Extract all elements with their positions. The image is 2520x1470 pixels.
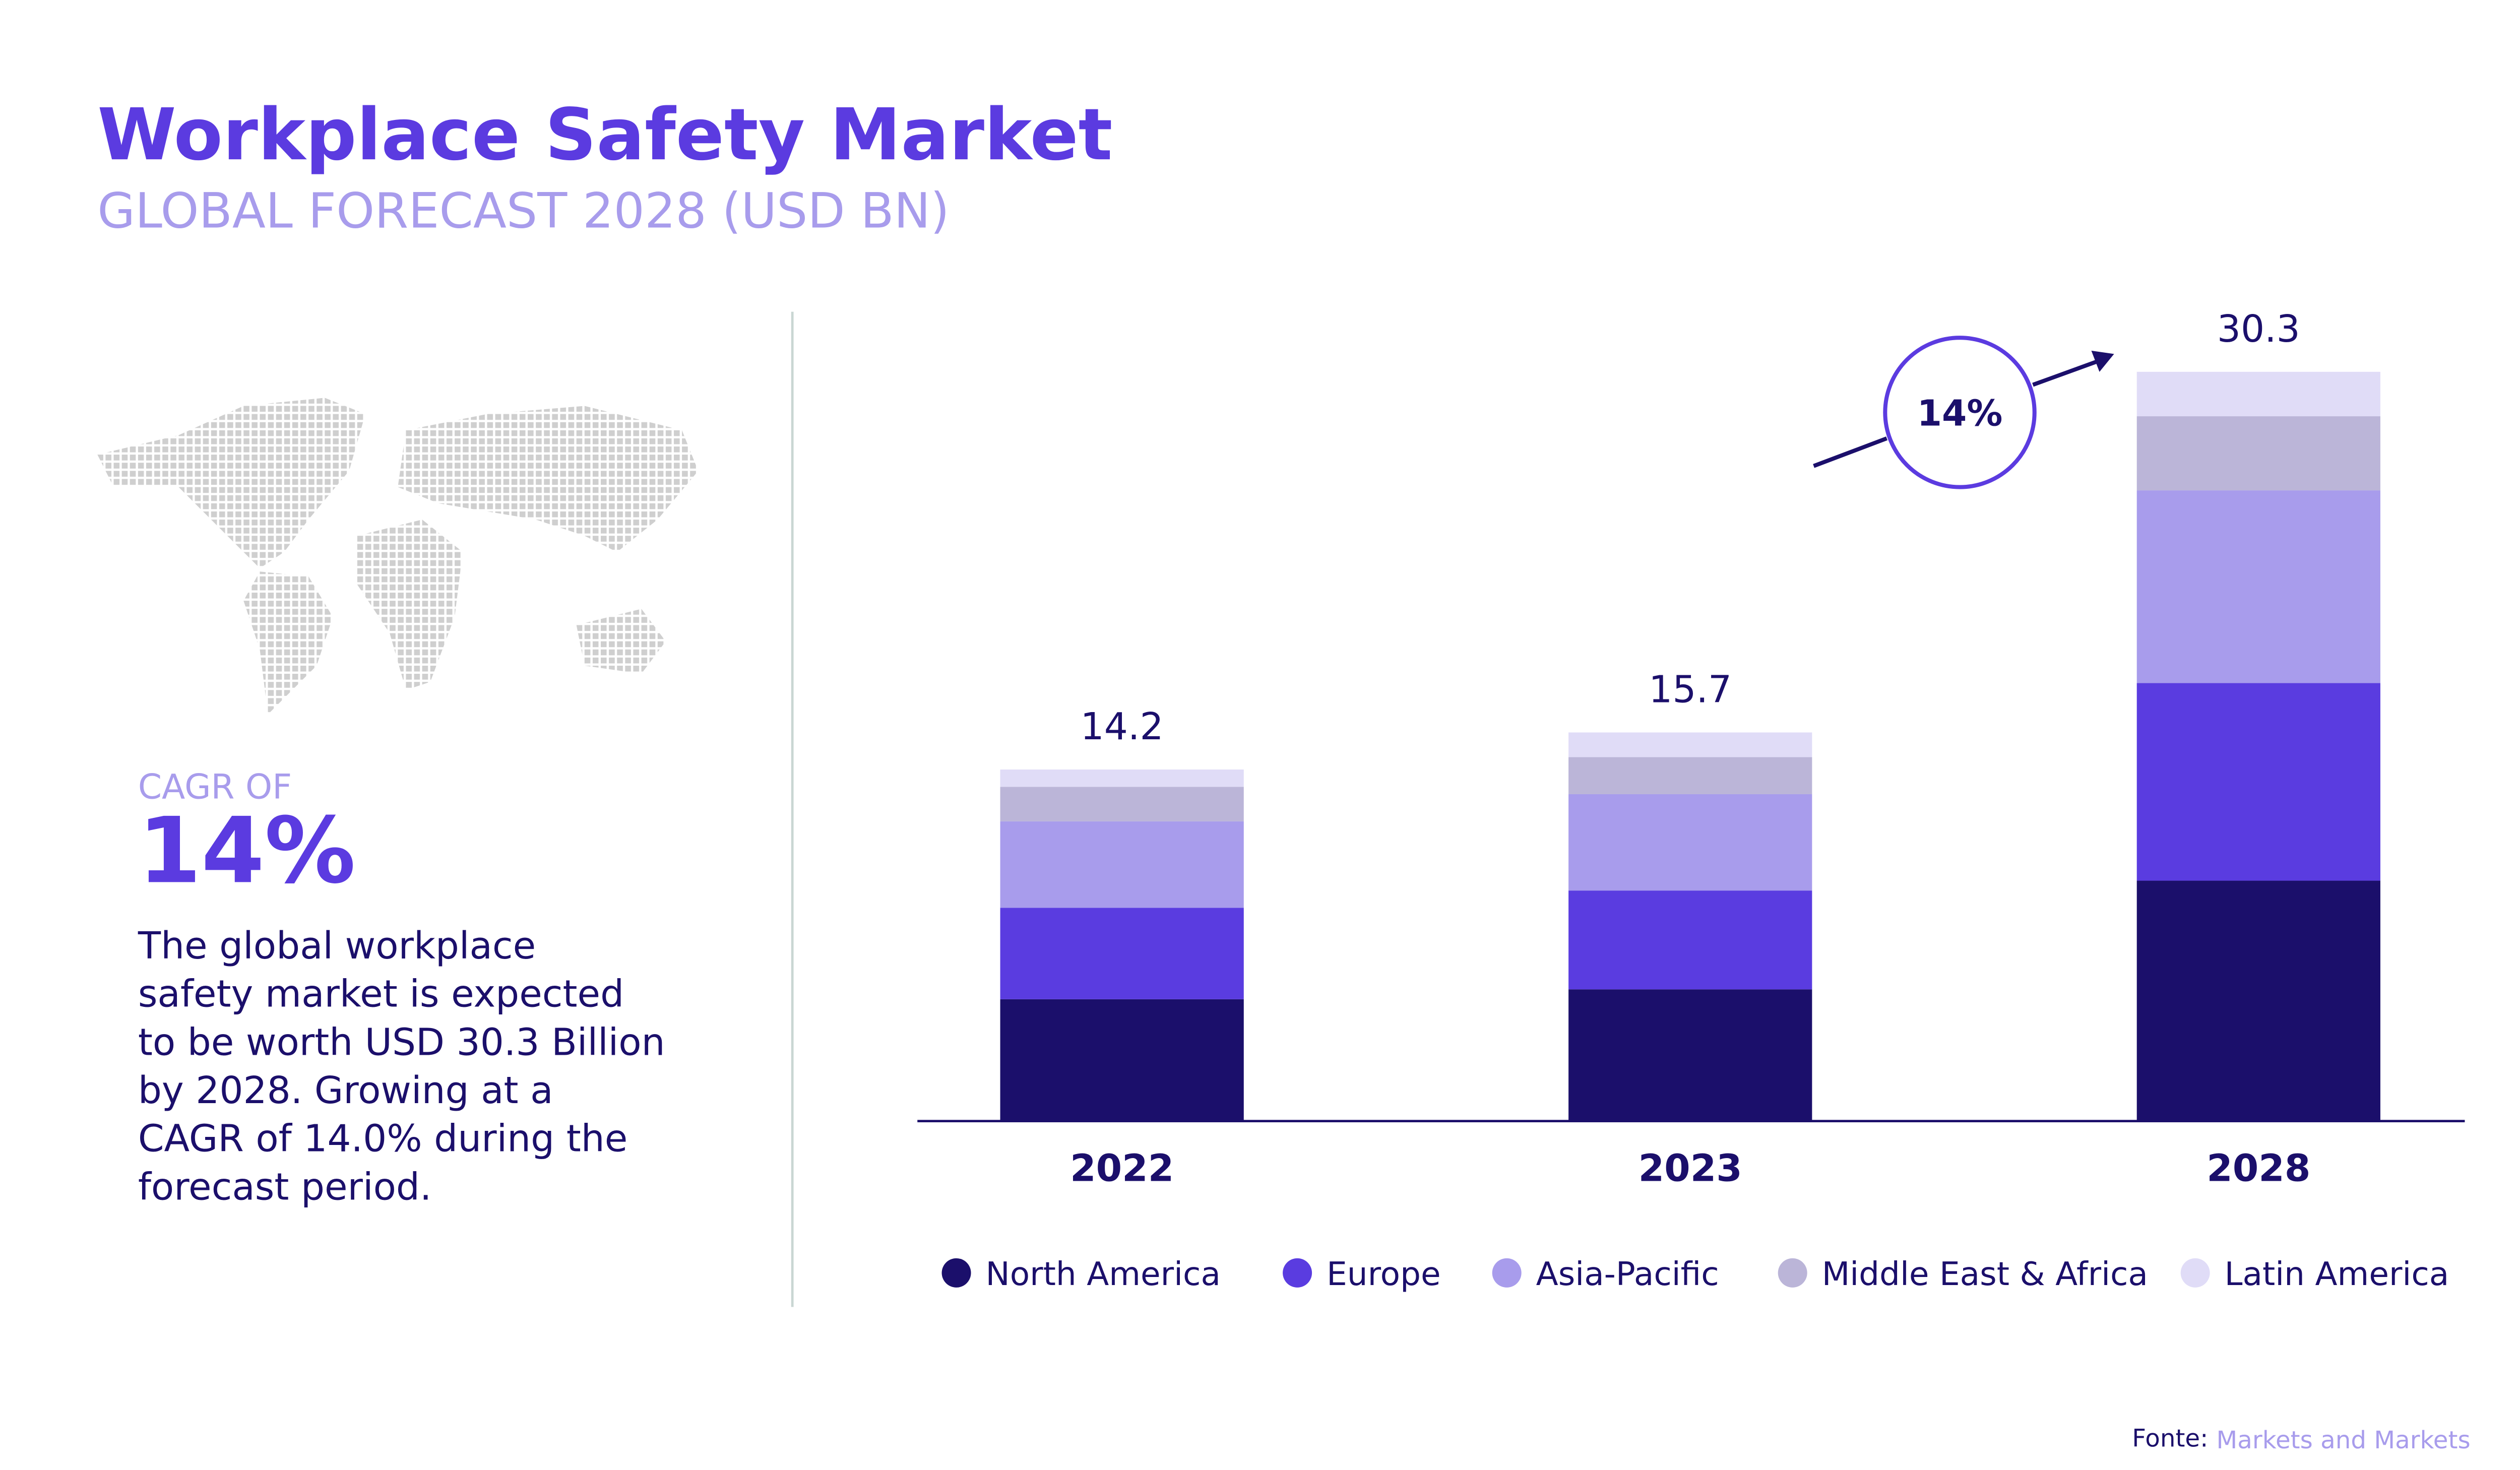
arrow-line bbox=[1813, 436, 1887, 468]
legend-label: Europe bbox=[1327, 1255, 1441, 1293]
description-line: forecast period. bbox=[138, 1165, 432, 1208]
bar-segment bbox=[1000, 787, 1244, 821]
legend-label: Middle East & Africa bbox=[1822, 1255, 2148, 1293]
arrow-head bbox=[2091, 350, 2114, 372]
total-label: 14.2 bbox=[1081, 705, 1164, 748]
x-tick-label: 2022 bbox=[1070, 1146, 1174, 1190]
bar-segment bbox=[1000, 769, 1244, 787]
cagr-value: 14% bbox=[138, 798, 356, 904]
annotation: 14% bbox=[1917, 392, 2003, 434]
bar-segment bbox=[2136, 880, 2380, 1120]
x-tick-label: 2023 bbox=[1639, 1146, 1742, 1190]
bar-segment bbox=[1568, 890, 1812, 990]
bar-segment bbox=[1000, 908, 1244, 999]
description: The global workplace safety market is exp… bbox=[138, 924, 665, 1208]
bar-segment bbox=[2136, 416, 2380, 491]
legend: North America Europe Asia-Pacific Middle Ea… bbox=[941, 1255, 2449, 1293]
bar-segment bbox=[1568, 794, 1812, 891]
cagr-label: CAGR OF bbox=[138, 766, 292, 806]
bar-segment bbox=[2136, 490, 2380, 683]
subtitle: GLOBAL FORECAST 2028 (USD BN) bbox=[97, 182, 949, 239]
description-line: by 2028. Growing at a bbox=[138, 1069, 553, 1112]
annotation-circle bbox=[1883, 336, 2037, 489]
description-line: The global workplace bbox=[138, 924, 536, 968]
bar-segment bbox=[1000, 999, 1244, 1120]
bar-segment bbox=[1000, 821, 1244, 908]
bar-segment bbox=[1568, 989, 1812, 1120]
description-line: CAGR of 14.0% during the bbox=[138, 1117, 627, 1161]
title: Workplace Safety Market bbox=[97, 93, 1112, 176]
description-line: safety market is expected bbox=[138, 973, 624, 1016]
legend-label: Latin America bbox=[2225, 1255, 2449, 1293]
source-name: Markets and Markets bbox=[2217, 1426, 2471, 1454]
legend-label: Asia-Pacific bbox=[1536, 1255, 1719, 1293]
legend-marker bbox=[941, 1258, 971, 1288]
total-label: 15.7 bbox=[1649, 668, 1732, 711]
legend-marker bbox=[2180, 1258, 2210, 1288]
legend-marker bbox=[1492, 1258, 1522, 1288]
bar-segment bbox=[1568, 732, 1812, 757]
bar-segment bbox=[2136, 683, 2380, 881]
bars: 14.2 2022 15.7 2023 30.3 2028 bbox=[1000, 307, 2380, 1190]
legend-marker bbox=[1778, 1258, 1807, 1288]
description-line: to be worth USD 30.3 Billion bbox=[138, 1020, 665, 1064]
bar-segment bbox=[2136, 371, 2380, 417]
source-label: Fonte: bbox=[2132, 1425, 2208, 1453]
legend-label: North America bbox=[986, 1255, 1221, 1293]
world-map bbox=[97, 398, 699, 715]
x-tick-label: 2028 bbox=[2207, 1146, 2310, 1190]
total-label: 30.3 bbox=[2217, 307, 2300, 351]
arrow-line bbox=[2032, 357, 2105, 387]
legend-marker bbox=[1283, 1258, 1312, 1288]
bar-segment bbox=[1568, 757, 1812, 794]
